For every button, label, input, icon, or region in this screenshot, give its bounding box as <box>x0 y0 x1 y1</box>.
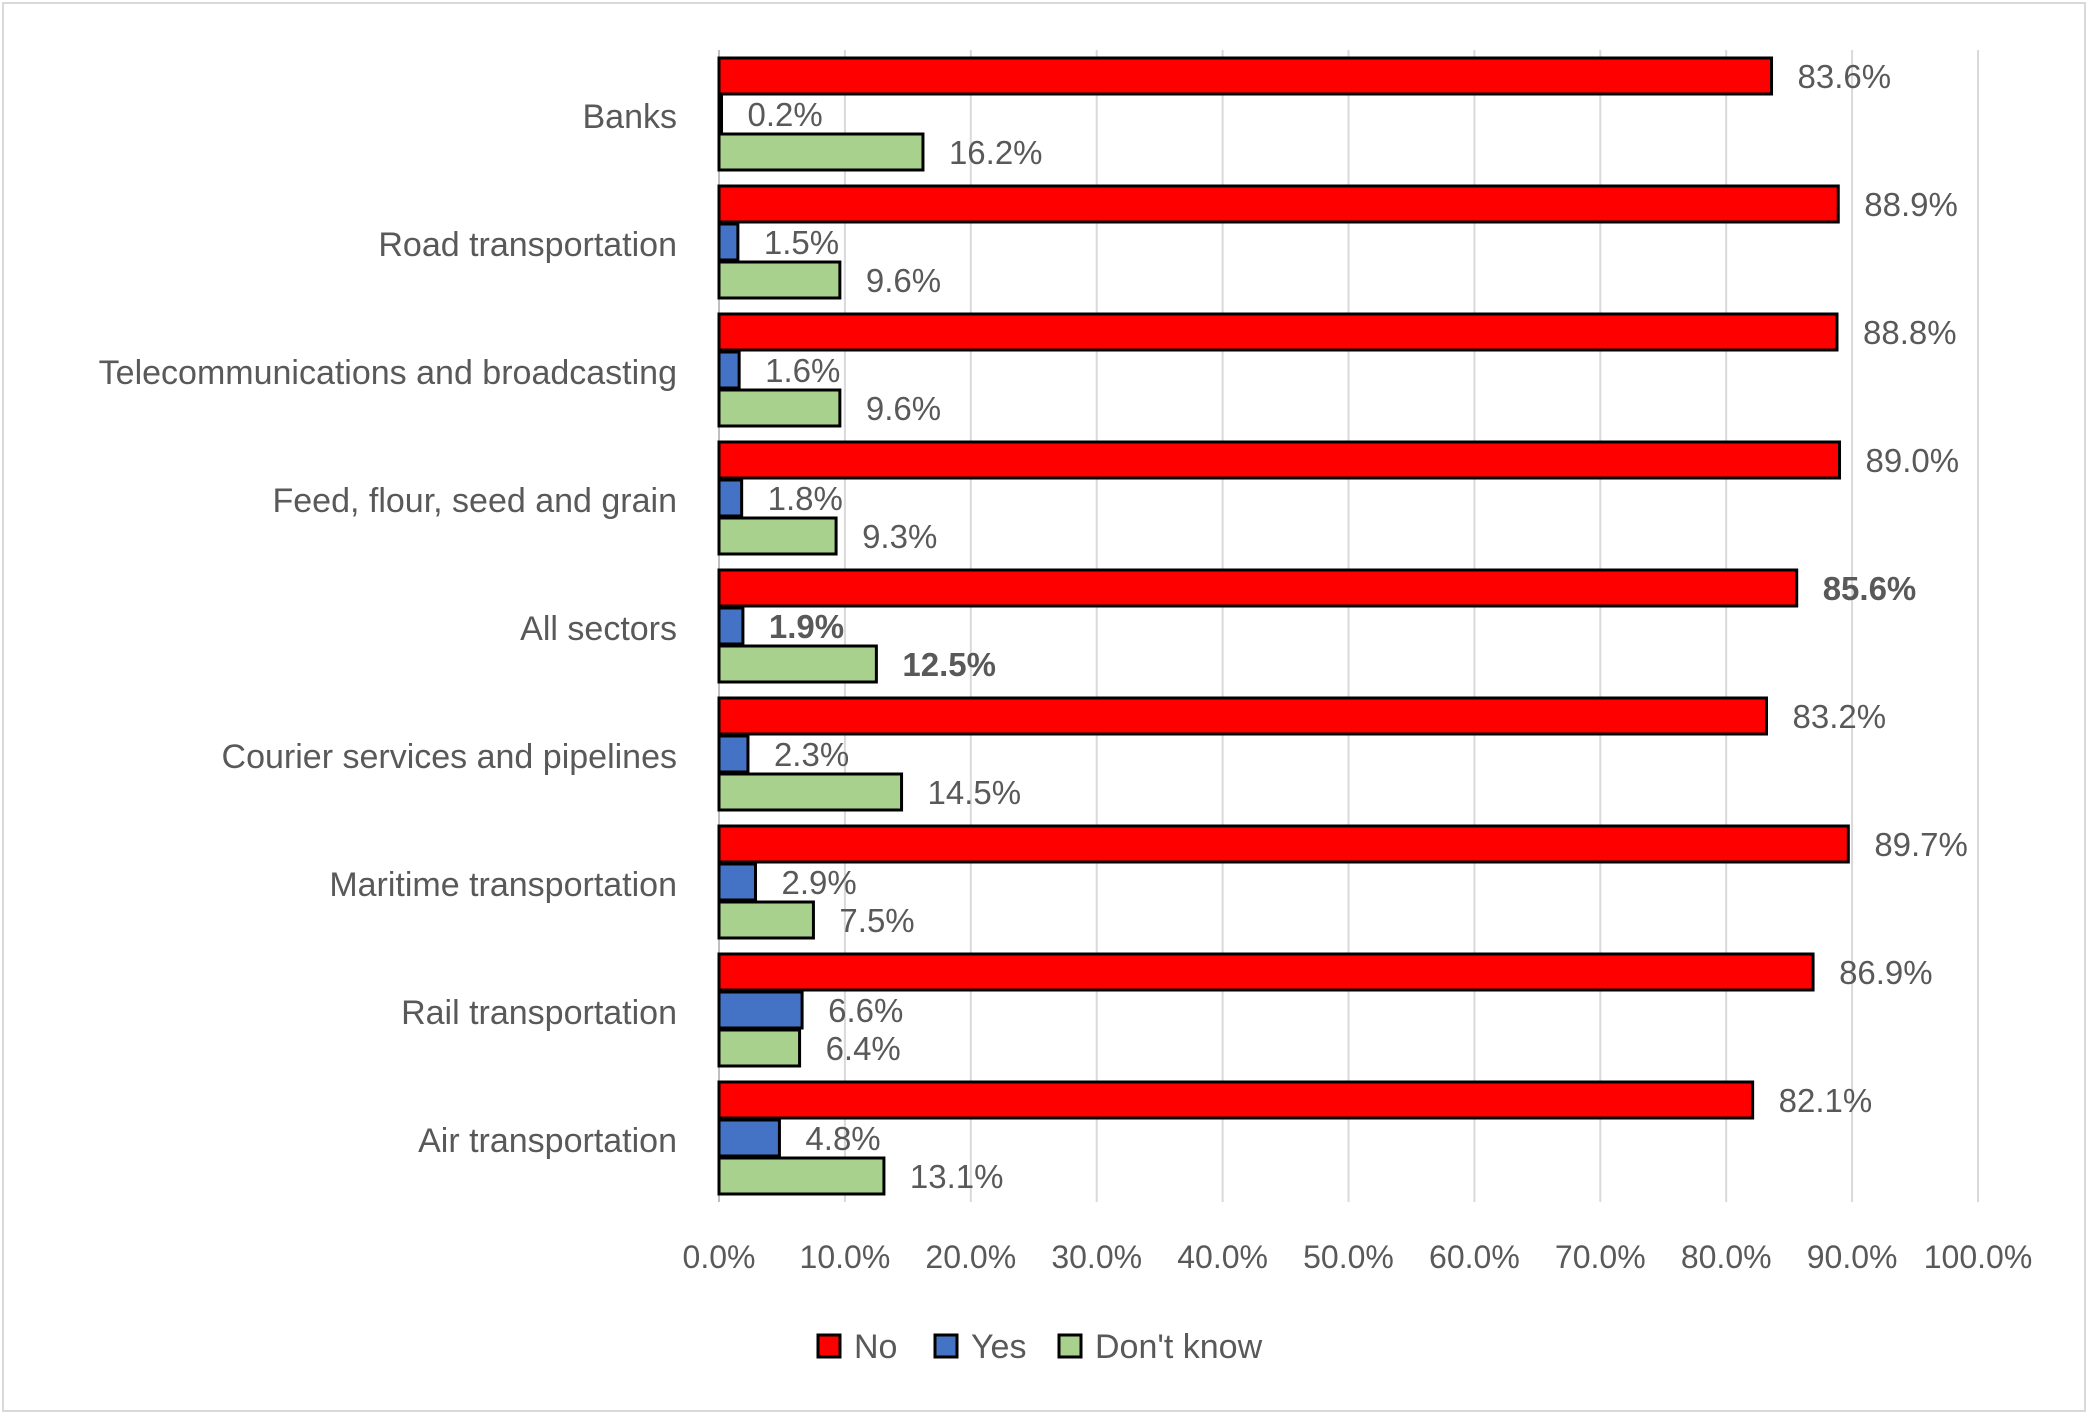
bar-yes <box>717 94 724 134</box>
data-label: 82.1% <box>1779 1082 1873 1119</box>
bar-don-t-know <box>717 1156 886 1196</box>
bar-no <box>717 184 1840 224</box>
x-tick-label: 40.0% <box>1177 1239 1268 1275</box>
data-label: 9.6% <box>866 390 941 427</box>
data-label: 7.5% <box>839 902 914 939</box>
value-axis: 0.0% 10.0% 20.0% 30.0% 40.0% 50.0% 60.0% 70.0% 8… <box>683 1239 2033 1275</box>
legend-label: Don't know <box>1095 1328 1263 1366</box>
bar-yes <box>717 222 740 262</box>
category-label: Rail transportation <box>401 994 677 1032</box>
bar-yes <box>717 990 804 1030</box>
data-label: 85.6% <box>1823 570 1917 607</box>
data-label: 88.9% <box>1864 186 1958 223</box>
bar-yes <box>717 734 750 774</box>
data-label: 86.9% <box>1839 954 1933 991</box>
bar-no <box>717 1080 1755 1120</box>
bar-yes <box>717 478 744 518</box>
legend-swatch <box>933 1333 959 1359</box>
x-tick-label: 80.0% <box>1681 1239 1772 1275</box>
bar-don-t-know <box>717 516 838 556</box>
legend-swatch <box>1057 1333 1083 1359</box>
category-label: Road transportation <box>378 226 677 264</box>
data-label: 2.3% <box>774 736 849 773</box>
category-label: Maritime transportation <box>329 866 677 904</box>
bar-don-t-know <box>717 772 904 812</box>
legend-label: No <box>854 1328 897 1366</box>
data-label: 12.5% <box>902 646 996 683</box>
category-axis: Banks Road transportation Telecommunicatio… <box>99 98 677 1160</box>
bar-no <box>717 696 1768 736</box>
data-label: 9.3% <box>862 518 937 555</box>
bar-don-t-know <box>717 900 815 940</box>
bar-no <box>717 824 1850 864</box>
category-label: Feed, flour, seed and grain <box>273 482 678 520</box>
category-label: All sectors <box>520 610 677 648</box>
bar-yes <box>717 1118 781 1158</box>
x-tick-label: 30.0% <box>1051 1239 1142 1275</box>
bar-no <box>717 312 1839 352</box>
bar-no <box>717 56 1774 96</box>
data-label: 9.6% <box>866 262 941 299</box>
bar-yes <box>717 350 741 390</box>
x-tick-label: 60.0% <box>1429 1239 1520 1275</box>
data-label: 13.1% <box>910 1158 1004 1195</box>
data-label: 89.0% <box>1866 442 1960 479</box>
x-tick-label: 70.0% <box>1555 1239 1646 1275</box>
legend: No Yes Don't know <box>816 1328 1263 1366</box>
data-label: 83.6% <box>1798 58 1892 95</box>
x-tick-label: 20.0% <box>925 1239 1016 1275</box>
data-label: 89.7% <box>1874 826 1968 863</box>
bar-no <box>717 952 1815 992</box>
data-label: 4.8% <box>805 1120 880 1157</box>
bar-yes <box>717 606 745 646</box>
data-label: 83.2% <box>1792 698 1886 735</box>
bar-don-t-know <box>717 260 842 300</box>
x-tick-label: 50.0% <box>1303 1239 1394 1275</box>
bars <box>717 56 1850 1196</box>
data-label: 1.8% <box>768 480 843 517</box>
category-label: Air transportation <box>418 1122 677 1160</box>
data-label: 6.4% <box>826 1030 901 1067</box>
bar-yes <box>717 862 758 902</box>
data-label: 2.9% <box>782 864 857 901</box>
data-label: 1.5% <box>764 224 839 261</box>
bar-don-t-know <box>717 388 842 428</box>
x-tick-label: 0.0% <box>683 1239 756 1275</box>
bar-don-t-know <box>717 132 925 172</box>
x-tick-label: 100.0% <box>1924 1239 2033 1275</box>
x-tick-label: 10.0% <box>800 1239 891 1275</box>
data-labels: 83.6% 0.2% 16.2% 88.9% 1.5% 9.6% 88.8% 1.6% 9.6%… <box>748 58 1968 1195</box>
data-label: 6.6% <box>828 992 903 1029</box>
data-label: 1.9% <box>769 608 844 645</box>
data-label: 14.5% <box>928 774 1022 811</box>
data-label: 0.2% <box>748 96 823 133</box>
data-label: 1.6% <box>765 352 840 389</box>
bar-no <box>717 440 1842 480</box>
data-label: 16.2% <box>949 134 1043 171</box>
category-label: Courier services and pipelines <box>222 738 677 776</box>
bar-no <box>717 568 1799 608</box>
legend-label: Yes <box>971 1328 1026 1366</box>
x-tick-label: 90.0% <box>1807 1239 1898 1275</box>
category-label: Telecommunications and broadcasting <box>99 354 677 392</box>
data-label: 88.8% <box>1863 314 1957 351</box>
legend-swatch <box>816 1333 842 1359</box>
bar-don-t-know <box>717 1028 802 1068</box>
category-label: Banks <box>583 98 678 136</box>
bar-don-t-know <box>717 644 878 684</box>
